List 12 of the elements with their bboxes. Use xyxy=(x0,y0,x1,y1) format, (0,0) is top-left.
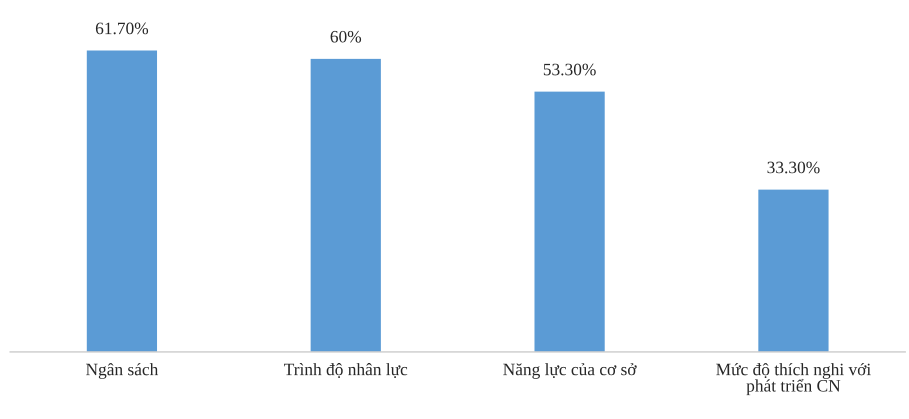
x-tick-label: Năng lực của cơ sở xyxy=(503,363,637,379)
x-tick-label: Mức độ thích nghi với phát triển CN xyxy=(716,363,871,396)
x-tick-label: Trình độ nhân lực xyxy=(284,363,408,378)
data-label: 60% xyxy=(330,30,362,43)
bar xyxy=(85,49,158,352)
x-tick-label: Ngân sách xyxy=(86,363,158,379)
bar xyxy=(756,188,830,352)
data-label: 53.30% xyxy=(544,64,596,76)
data-label: 61.70% xyxy=(96,22,148,34)
data-label: 33.30% xyxy=(768,162,820,174)
bar xyxy=(533,90,606,352)
bar xyxy=(309,57,382,352)
